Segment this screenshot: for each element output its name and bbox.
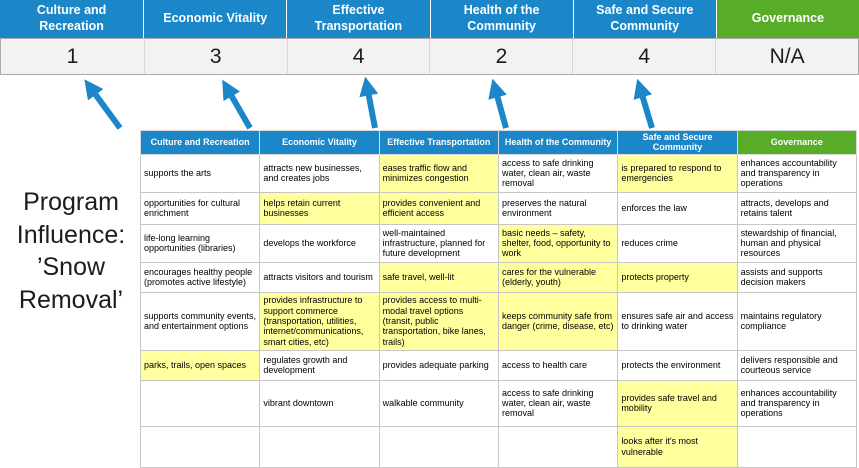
matrix-cell: protects property	[617, 261, 738, 293]
matrix-cell: protects the environment	[617, 349, 738, 381]
matrix-cell: enforces the law	[617, 191, 738, 225]
category-header-row: Culture and Recreation Economic Vitality E…	[0, 0, 859, 38]
matrix-cell: supports community events, and entertain…	[139, 291, 261, 351]
matrix-cell: provides access to multi-modal travel op…	[378, 291, 499, 351]
matrix-cell	[139, 379, 261, 427]
matrix-cell: provides infrastructure to support comme…	[259, 291, 380, 351]
up-arrow-icon	[222, 79, 253, 130]
category-header-2: Effective Transportation	[286, 0, 430, 38]
matrix-cell: well-maintained infrastructure, planned …	[378, 223, 499, 263]
matrix-cell: opportunities for cultural enrichment	[139, 191, 261, 225]
matrix-cell: attracts new businesses, and creates job…	[259, 153, 380, 193]
matrix-cell: regulates growth and development	[259, 349, 380, 381]
matrix-cell: delivers responsible and courteous servi…	[736, 349, 858, 381]
matrix-cell: safe travel, well-lit	[378, 261, 499, 293]
up-arrow-icon	[488, 78, 509, 129]
matrix-column-header-0: Culture and Recreation	[139, 130, 261, 155]
matrix-cell	[736, 425, 858, 468]
category-header-0: Culture and Recreation	[0, 0, 144, 38]
matrix-cell: stewardship of financial, human and phys…	[736, 223, 858, 263]
score-value-0: 1	[66, 44, 79, 68]
matrix-row-7: looks after it's most vulnerable	[139, 425, 858, 468]
matrix-cell: provides safe travel and mobility	[617, 379, 738, 427]
matrix-cell: helps retain current businesses	[259, 191, 380, 225]
matrix-cell: assists and supports decision makers	[736, 261, 858, 293]
matrix-cell: maintains regulatory compliance	[736, 291, 858, 351]
matrix-cell	[378, 425, 499, 468]
matrix-cell: walkable community	[378, 379, 499, 427]
matrix-cell: is prepared to respond to emergencies	[617, 153, 738, 193]
matrix-cell	[259, 425, 380, 468]
matrix-row-6: vibrant downtown walkable community access…	[139, 379, 858, 427]
category-header-4: Safe and Secure Community	[572, 0, 716, 38]
matrix-row-1: opportunities for cultural enrichment hel…	[139, 191, 858, 225]
score-value-2: 4	[286, 39, 430, 74]
up-arrow-icon	[84, 79, 123, 130]
score-value-1: 3	[143, 39, 287, 74]
matrix-cell: provides adequate parking	[378, 349, 499, 381]
matrix-column-header-5: Governance	[736, 130, 858, 155]
category-header-1: Economic Vitality	[143, 0, 287, 38]
matrix-cell: attracts, develops and retains talent	[736, 191, 858, 225]
matrix-cell: parks, trails, open spaces	[139, 349, 261, 381]
matrix-cell: enhances accountability and transparency…	[736, 379, 858, 427]
matrix-cell: cares for the vulnerable (elderly, youth…	[497, 261, 619, 293]
matrix-cell: keeps community safe from danger (crime,…	[497, 291, 619, 351]
matrix-header-row: Culture and Recreation Economic Vitality E…	[139, 130, 858, 155]
matrix-cell: vibrant downtown	[259, 379, 380, 427]
matrix-row-2: life-long learning opportunities (librar…	[139, 223, 858, 263]
matrix-cell: access to safe drinking water, clean air…	[497, 153, 619, 193]
matrix-row-4: supports community events, and entertain…	[139, 291, 858, 351]
score-row: 1 3 4 2 4 N/A	[0, 38, 859, 75]
matrix-cell: enhances accountability and transparency…	[736, 153, 858, 193]
matrix-row-0: supports the arts attracts new businesses…	[139, 153, 858, 193]
up-arrow-icon	[633, 78, 655, 129]
matrix-cell: life-long learning opportunities (librar…	[139, 223, 261, 263]
matrix-cell: access to safe drinking water, clean air…	[497, 379, 619, 427]
matrix-cell: develops the workforce	[259, 223, 380, 263]
matrix-cell	[497, 425, 619, 468]
score-value-4: 4	[572, 39, 715, 74]
matrix-cell: encourages healthy people (promotes acti…	[139, 261, 261, 293]
score-value-3: 2	[429, 39, 572, 74]
score-value-5: N/A	[715, 39, 858, 74]
influence-matrix: Culture and Recreation Economic Vitality E…	[139, 130, 858, 468]
program-title: Program Influence: ’Snow Removal’	[16, 188, 126, 314]
matrix-body: supports the arts attracts new businesses…	[139, 153, 858, 468]
matrix-cell: basic needs – safety, shelter, food, opp…	[497, 223, 619, 263]
matrix-row-5: parks, trails, open spaces regulates grow…	[139, 349, 858, 381]
matrix-cell: preserves the natural environment	[497, 191, 619, 225]
matrix-cell	[139, 425, 261, 468]
matrix-cell: attracts visitors and tourism	[259, 261, 380, 293]
matrix-column-header-4: Safe and Secure Community	[617, 130, 738, 155]
up-arrow-icon	[359, 76, 379, 129]
matrix-cell: provides convenient and efficient access	[378, 191, 499, 225]
matrix-cell: reduces crime	[617, 223, 738, 263]
category-header-3: Health of the Community	[429, 0, 573, 38]
influence-arrows	[84, 76, 655, 130]
category-header-5: Governance	[715, 0, 859, 38]
matrix-cell: looks after it's most vulnerable	[617, 425, 738, 468]
matrix-cell: ensures safe air and access to drinking …	[617, 291, 738, 351]
matrix-cell: supports the arts	[139, 153, 261, 193]
matrix-column-header-1: Economic Vitality	[259, 130, 380, 155]
matrix-column-header-3: Health of the Community	[497, 130, 619, 155]
matrix-cell: access to health care	[497, 349, 619, 381]
matrix-row-3: encourages healthy people (promotes acti…	[139, 261, 858, 293]
matrix-column-header-2: Effective Transportation	[378, 130, 499, 155]
matrix-cell: eases traffic flow and minimizes congest…	[378, 153, 499, 193]
